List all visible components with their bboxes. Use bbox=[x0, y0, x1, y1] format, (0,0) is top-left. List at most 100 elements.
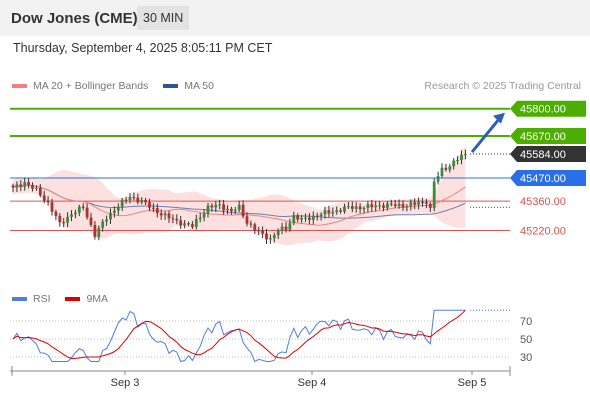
candle-body bbox=[272, 235, 276, 239]
instrument-title: Dow Jones (CME) bbox=[11, 10, 138, 27]
candle-body bbox=[304, 217, 307, 219]
candle-body bbox=[144, 200, 147, 203]
level-label-0: 45800.00 bbox=[520, 104, 566, 116]
candle-body bbox=[27, 182, 30, 185]
candle-body bbox=[159, 213, 163, 216]
candle-body bbox=[233, 209, 237, 212]
candle-body bbox=[202, 213, 206, 218]
candle-body bbox=[386, 203, 389, 208]
candle-body bbox=[460, 154, 463, 160]
candle-body bbox=[370, 204, 374, 208]
candle-body bbox=[136, 197, 140, 203]
candle-body bbox=[237, 204, 241, 210]
candle-body bbox=[417, 202, 420, 205]
candle-body bbox=[276, 230, 280, 236]
rsi-tick-70: 70 bbox=[520, 316, 532, 328]
candle-body bbox=[335, 210, 339, 213]
candle-body bbox=[116, 206, 120, 211]
candle-body bbox=[148, 202, 151, 208]
timeframe-badge[interactable]: 30 MIN bbox=[137, 6, 190, 30]
candle-body bbox=[218, 204, 222, 206]
candle-body bbox=[74, 212, 77, 215]
forecast-arrowhead bbox=[493, 112, 505, 124]
level-tag-2 bbox=[510, 146, 586, 163]
candle-body bbox=[183, 223, 186, 226]
candle-body bbox=[253, 224, 257, 231]
x-tick-label-2: Sep 5 bbox=[458, 377, 487, 389]
candle-body bbox=[366, 204, 370, 208]
rsi-tick-30: 30 bbox=[520, 352, 532, 364]
ma20-line bbox=[12, 184, 466, 226]
candle-body bbox=[77, 206, 81, 213]
candle-body bbox=[241, 204, 245, 217]
candle-body bbox=[347, 206, 350, 208]
candle-body bbox=[249, 223, 253, 225]
level-tag-1 bbox=[510, 128, 586, 144]
candle-body bbox=[163, 213, 167, 216]
candle-body bbox=[265, 233, 268, 240]
candle-body bbox=[350, 206, 354, 209]
candle-body bbox=[101, 221, 105, 228]
candle-body bbox=[46, 200, 50, 203]
x-tick-label-1: Sep 4 bbox=[298, 377, 327, 389]
candle-body bbox=[42, 195, 46, 201]
candle-body bbox=[31, 184, 34, 189]
candle-body bbox=[210, 205, 214, 208]
candle-body bbox=[194, 219, 198, 227]
candle-body bbox=[405, 206, 409, 208]
research-credit: Research © 2025 Trading Central bbox=[424, 80, 581, 92]
candle-body bbox=[50, 202, 54, 212]
candle-body bbox=[175, 218, 179, 221]
candle-body bbox=[421, 202, 424, 204]
candle-body bbox=[19, 184, 23, 187]
candle-body bbox=[11, 185, 15, 188]
candle-body bbox=[452, 160, 456, 167]
candle-body bbox=[109, 212, 112, 220]
candle-body bbox=[140, 200, 144, 203]
candle-body bbox=[113, 210, 116, 213]
candle-body bbox=[311, 215, 315, 220]
candle-body bbox=[300, 217, 303, 220]
ma50-legend-label: MA 50 bbox=[184, 80, 214, 93]
chart-header: Dow Jones (CME) 30 MIN bbox=[0, 0, 590, 36]
candle-body bbox=[261, 230, 264, 234]
ma9-legend-label: 9MA bbox=[86, 293, 109, 305]
candle-body bbox=[382, 205, 385, 208]
candle-body bbox=[343, 206, 346, 212]
candle-body bbox=[280, 226, 284, 231]
rsi-swatch bbox=[12, 297, 27, 302]
candle-body bbox=[128, 197, 132, 201]
timestamp: Thursday, September 4, 2025 8:05:11 PM C… bbox=[13, 41, 273, 55]
candle-body bbox=[269, 238, 272, 240]
rsi-line bbox=[12, 309, 466, 363]
candle-body bbox=[456, 159, 459, 161]
candle-body bbox=[58, 215, 62, 223]
candle-body bbox=[319, 214, 323, 216]
candle-body bbox=[292, 215, 296, 224]
candle-body bbox=[85, 207, 89, 218]
candle-body bbox=[284, 226, 288, 230]
ma20-swatch bbox=[12, 84, 27, 89]
candle-body bbox=[191, 224, 194, 227]
x-tick-label-0: Sep 3 bbox=[111, 377, 140, 389]
candle-body bbox=[66, 216, 69, 223]
candle-body bbox=[54, 211, 58, 216]
candle-body bbox=[155, 208, 159, 214]
candle-body bbox=[38, 187, 42, 196]
bollinger-band bbox=[13, 146, 466, 246]
candle-body bbox=[444, 167, 448, 170]
candle-body bbox=[257, 230, 261, 232]
candle-body bbox=[401, 203, 405, 208]
candle-body bbox=[358, 206, 362, 210]
candle-body bbox=[288, 223, 292, 230]
candle-body bbox=[393, 204, 397, 207]
candle-body bbox=[413, 202, 417, 205]
candle-body bbox=[327, 210, 331, 214]
candle-body bbox=[179, 220, 183, 226]
level-tag-0 bbox=[510, 100, 586, 117]
candle-body bbox=[214, 204, 218, 208]
candle-body bbox=[93, 224, 97, 237]
candle-body bbox=[35, 187, 38, 189]
candle-body bbox=[105, 219, 108, 222]
price-legend: MA 20 + Bollinger Bands MA 50 bbox=[12, 80, 214, 92]
